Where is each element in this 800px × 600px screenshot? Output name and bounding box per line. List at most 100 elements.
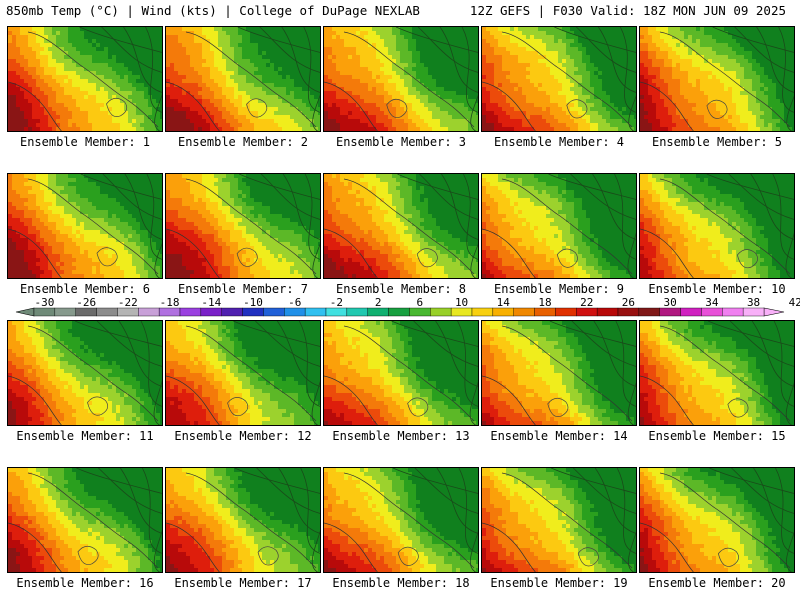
height-contour (233, 321, 320, 347)
boundary-line (166, 228, 220, 278)
temperature-contour (556, 248, 578, 268)
height-contour (153, 380, 162, 425)
height-contour (237, 27, 320, 53)
boundary-line (640, 81, 694, 131)
height-contour (118, 321, 162, 387)
height-contour (731, 468, 794, 514)
colorbar-swatch (117, 307, 139, 317)
height-contour (734, 27, 794, 73)
temperature-contour (386, 98, 408, 118)
temperature-contour (736, 249, 758, 269)
height-contour (571, 321, 636, 367)
height-contour (255, 321, 320, 367)
temperature-contour (236, 247, 258, 267)
height-contour (311, 381, 320, 425)
temperature-field-map (640, 174, 794, 278)
temperature-contour (706, 99, 728, 119)
height-contour (469, 381, 478, 425)
height-contour (96, 321, 162, 367)
temperature-field-map (8, 468, 162, 572)
boundary-line (659, 472, 791, 569)
ensemble-member-label: Ensemble Member: 1 (6, 135, 164, 149)
boundary-line (324, 228, 378, 278)
temperature-field-map (482, 468, 636, 572)
colorbar-swatch (409, 307, 431, 317)
colorbar-swatch (513, 307, 535, 317)
boundary-line (166, 522, 220, 572)
height-contour (463, 174, 478, 260)
height-contour (470, 94, 478, 131)
colorbar-swatch (346, 307, 368, 317)
height-contour (627, 232, 636, 278)
ensemble-member-label: Ensemble Member: 19 (480, 576, 638, 590)
height-contour (124, 174, 162, 240)
colorbar-swatch (492, 307, 514, 317)
height-contour (470, 243, 478, 278)
height-contour (614, 174, 636, 260)
colorbar-swatch (284, 307, 306, 317)
ensemble-member-label: Ensemble Member: 10 (638, 282, 796, 296)
colorbar-swatch (680, 307, 702, 317)
height-contour (154, 94, 162, 131)
temperature-contour (407, 397, 429, 417)
ensemble-panel (323, 320, 479, 426)
boundary-line (343, 325, 475, 422)
temperature-contour (77, 545, 99, 565)
boundary-line (166, 375, 220, 425)
colorbar-swatch (534, 307, 556, 317)
boundary-line (324, 81, 378, 131)
height-contour (259, 27, 320, 73)
colorbar-tick-label: -14 (201, 296, 221, 309)
height-contour (441, 174, 478, 240)
ensemble-panel (481, 467, 637, 573)
height-contour (282, 174, 320, 240)
boundary-line (8, 228, 62, 278)
boundary-line (324, 522, 378, 572)
temperature-field-map (324, 321, 478, 425)
colorbar-swatch (304, 307, 327, 317)
height-contour (154, 243, 162, 278)
height-contour (79, 27, 162, 53)
height-contour (750, 174, 794, 240)
boundary-line (166, 81, 220, 131)
boundary-line (185, 178, 317, 275)
temperature-field-map (324, 174, 478, 278)
boundary-line (482, 228, 536, 278)
ensemble-panel (481, 320, 637, 426)
height-contour (785, 532, 794, 572)
height-contour (414, 468, 478, 514)
ensemble-member-label: Ensemble Member: 2 (164, 135, 322, 149)
ensemble-panel (7, 26, 163, 132)
height-contour (709, 468, 794, 494)
height-contour (572, 468, 636, 514)
ensemble-member-label: Ensemble Member: 4 (480, 135, 638, 149)
boundary-line (185, 325, 317, 422)
colorbar-tick-label: 10 (455, 296, 468, 309)
ensemble-member-label: Ensemble Member: 12 (164, 429, 322, 443)
colorbar-tick-label: 34 (705, 296, 719, 309)
height-contour (592, 174, 636, 240)
height-contour (123, 27, 162, 93)
height-contour (786, 95, 794, 131)
temperature-contour (87, 396, 109, 416)
ensemble-member-label: Ensemble Member: 9 (480, 282, 638, 296)
boundary-line (501, 31, 633, 128)
ensemble-member-label: Ensemble Member: 13 (322, 429, 480, 443)
ensemble-panel (7, 320, 163, 426)
boundary-line (343, 178, 475, 275)
ensemble-panel (165, 26, 321, 132)
height-contour (628, 95, 636, 131)
height-contour (303, 27, 320, 113)
boundary-line (482, 522, 536, 572)
height-contour (260, 174, 320, 220)
boundary-line (343, 31, 475, 128)
temperature-field-map (482, 174, 636, 278)
temperature-field-map (8, 27, 162, 131)
ensemble-member-label: Ensemble Member: 11 (6, 429, 164, 443)
height-contour (256, 468, 320, 514)
colorbar-tick-label: 38 (747, 296, 760, 309)
temperature-contour (727, 398, 749, 418)
height-contour (756, 27, 794, 93)
temperature-contour (96, 247, 118, 267)
colorbar-tick-label: 42 (789, 296, 800, 309)
